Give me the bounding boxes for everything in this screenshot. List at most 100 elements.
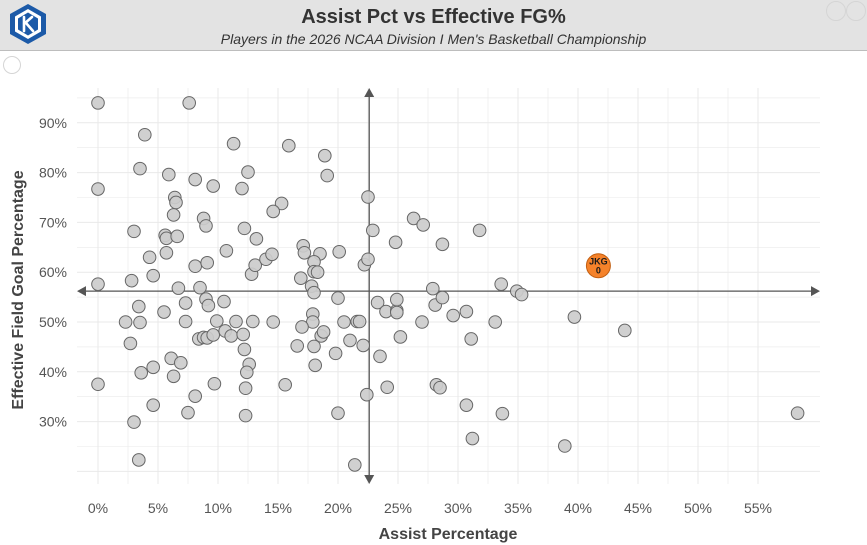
data-point: [415, 315, 429, 329]
data-point: [237, 342, 252, 357]
data-point: [390, 292, 404, 307]
data-point: [199, 219, 213, 233]
data-point: [567, 310, 582, 324]
axis-ticks: 0% 5% 10% 15% 20% 25% 30% 35% 40% 45% 50% 55% 30% 40%…: [39, 115, 772, 516]
x-tick-label: 25%: [384, 500, 412, 516]
chart-title: Assist Pct vs Effective FG%: [301, 6, 566, 28]
data-point: [331, 291, 345, 305]
data-point: [294, 271, 308, 285]
data-point: [178, 314, 193, 329]
team-logo: [10, 4, 46, 44]
y-axis-title: Effective Field Goal Percentage: [10, 170, 27, 409]
data-point: [238, 381, 253, 396]
data-point: [310, 265, 325, 280]
data-point: [361, 190, 375, 204]
data-point: [249, 232, 264, 246]
data-point: [170, 229, 184, 244]
data-point: [224, 329, 238, 343]
data-point: [162, 167, 176, 182]
data-point: [618, 323, 632, 338]
data-point: [182, 96, 196, 110]
data-point: [226, 136, 241, 151]
data-point: [514, 287, 529, 302]
data-point: [235, 181, 249, 196]
data-point: [159, 245, 174, 260]
decorative-circle: [3, 56, 21, 74]
decorative-circle: [826, 1, 846, 21]
data-point: [390, 305, 404, 320]
chart-subtitle: Players in the 2026 NCAA Division I Men'…: [220, 31, 647, 47]
x-tick-label: 20%: [324, 500, 352, 516]
y-tick-label: 90%: [39, 115, 67, 131]
data-point: [132, 453, 146, 467]
arrow-up: [364, 88, 375, 97]
x-tick-label: 55%: [744, 500, 772, 516]
data-point: [328, 346, 343, 361]
y-tick-label: 50%: [39, 314, 67, 330]
data-point: [237, 221, 252, 236]
data-point: [406, 211, 421, 226]
data-point: [416, 218, 431, 232]
data-point: [123, 336, 138, 351]
data-point: [366, 223, 380, 238]
data-point: [246, 314, 260, 329]
highlight-player-label: JKG: [589, 257, 608, 267]
data-point: [361, 252, 375, 267]
data-point: [188, 259, 202, 274]
data-point: [236, 327, 250, 342]
data-point: [207, 376, 222, 391]
data-point: [266, 204, 281, 219]
x-tick-label: 50%: [684, 500, 712, 516]
data-point: [132, 299, 146, 314]
data-point: [393, 330, 408, 344]
highlight-point: [585, 253, 611, 279]
data-point: [295, 320, 309, 334]
data-point: [266, 315, 281, 329]
data-point: [127, 415, 141, 429]
data-point: [459, 398, 474, 412]
data-point: [181, 405, 195, 420]
data-point: [360, 387, 374, 402]
data-point: [118, 315, 133, 329]
data-point: [352, 314, 367, 329]
data-point: [127, 224, 141, 239]
x-tick-label: 0%: [88, 500, 108, 516]
data-point: [238, 408, 253, 423]
data-point: [178, 296, 193, 310]
data-point: [91, 377, 105, 392]
y-tick-label: 40%: [39, 364, 67, 380]
data-point: [91, 96, 105, 110]
arrow-left: [77, 286, 86, 297]
x-tick-label: 30%: [444, 500, 472, 516]
data-point: [134, 365, 148, 380]
data-point: [388, 235, 403, 250]
data-point: [241, 165, 255, 179]
data-point: [240, 365, 254, 380]
data-point: [210, 314, 224, 328]
data-point: [219, 243, 234, 258]
data-point: [465, 431, 480, 446]
x-tick-label: 10%: [204, 500, 232, 516]
data-point: [495, 406, 510, 421]
data-point: [320, 168, 335, 183]
data-point: [206, 179, 220, 193]
data-point: [488, 315, 503, 329]
data-point: [278, 377, 293, 392]
data-point: [138, 127, 152, 142]
data-point: [188, 172, 202, 187]
data-point: [356, 338, 371, 353]
data-point: [433, 380, 447, 395]
gridlines: [77, 88, 820, 484]
x-tick-label: 40%: [564, 500, 592, 516]
data-point: [206, 328, 220, 342]
data-point: [282, 138, 296, 153]
data-point: [464, 332, 479, 346]
data-point: [157, 305, 171, 319]
data-point: [188, 389, 202, 404]
data-point: [169, 195, 183, 210]
data-point: [146, 360, 160, 375]
data-point: [331, 406, 345, 420]
data-point: [200, 255, 214, 270]
data-point: [217, 294, 231, 309]
